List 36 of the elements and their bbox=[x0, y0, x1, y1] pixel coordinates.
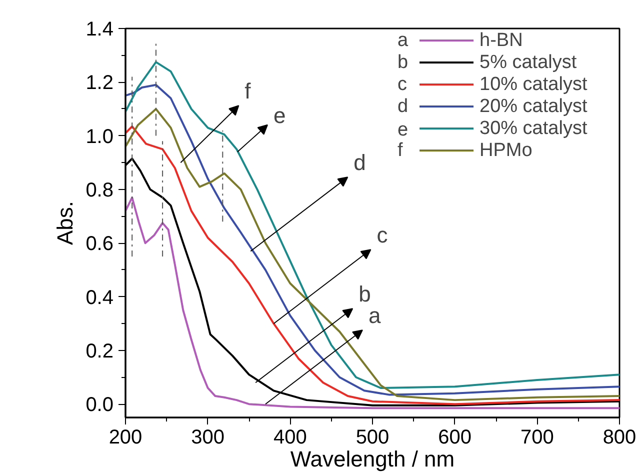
y-tick-label: 0.2 bbox=[86, 340, 114, 362]
text: d bbox=[398, 96, 408, 117]
annotation: f bbox=[244, 78, 252, 104]
x-tick-label: 600 bbox=[438, 426, 472, 448]
annotation: b bbox=[358, 282, 371, 307]
text: b bbox=[398, 52, 408, 73]
legend-label: HPMo bbox=[480, 140, 532, 161]
text: c bbox=[398, 74, 407, 95]
y-tick-label: 1.4 bbox=[86, 18, 114, 40]
y-tick-label: 0.6 bbox=[86, 233, 114, 256]
y-tick-label: 0.4 bbox=[86, 286, 114, 309]
x-tick-label: 400 bbox=[273, 426, 307, 448]
legend-label: 10% catalyst bbox=[480, 74, 588, 95]
y-tick-label: 0.8 bbox=[86, 179, 114, 202]
legend-label: 30% catalyst bbox=[480, 118, 588, 139]
legend-label: 5% catalyst bbox=[480, 52, 578, 73]
legend-label: h-BN bbox=[480, 30, 523, 51]
x-axis-title: Wavelength / nm bbox=[290, 446, 455, 472]
annotation: e bbox=[273, 102, 286, 128]
line-series bbox=[126, 196, 620, 410]
annotation: c bbox=[376, 222, 388, 248]
y-tick-label: 0.0 bbox=[86, 394, 114, 416]
y-tick-label: 1.2 bbox=[86, 72, 114, 94]
legend-label: 20% catalyst bbox=[480, 96, 588, 117]
text: a bbox=[398, 30, 408, 51]
x-tick-label: 200 bbox=[108, 426, 142, 448]
x-tick-label: 500 bbox=[356, 426, 390, 448]
x-tick-label: 800 bbox=[602, 426, 636, 448]
x-tick-label: 700 bbox=[520, 426, 554, 448]
y-axis-title: Abs. bbox=[52, 200, 78, 246]
annotation: d bbox=[354, 150, 366, 176]
text: f bbox=[398, 140, 403, 161]
text: e bbox=[398, 120, 408, 140]
x-tick-label: 300 bbox=[191, 426, 225, 448]
y-tick-label: 1.0 bbox=[86, 126, 114, 148]
annotation: a bbox=[368, 303, 382, 328]
